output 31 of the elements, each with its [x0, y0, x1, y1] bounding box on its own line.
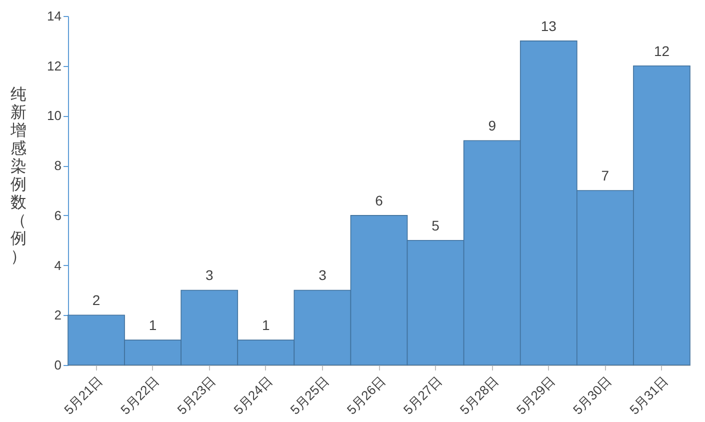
- x-tick-label: 5月21日: [61, 373, 106, 418]
- y-tick-label: 12: [47, 58, 62, 74]
- data-label: 6: [375, 192, 384, 208]
- x-tick-label: 5月29日: [513, 373, 558, 418]
- y-tick-label: 6: [54, 208, 62, 223]
- x-tick-label: 5月30日: [570, 373, 614, 418]
- data-label: 3: [318, 267, 327, 284]
- data-label: 1: [262, 317, 270, 334]
- y-tick-label: 4: [54, 258, 62, 273]
- data-label: 2: [92, 292, 100, 308]
- x-tick-label: 5月24日: [230, 373, 276, 418]
- x-tick-label: 5月31日: [626, 373, 671, 418]
- y-tick-label: 10: [47, 108, 62, 124]
- data-label: 9: [488, 118, 496, 134]
- x-tick-label: 5月27日: [400, 373, 445, 418]
- y-tick-label: 14: [47, 8, 62, 24]
- data-label: 7: [601, 168, 610, 184]
- x-tick-label: 5月28日: [456, 373, 502, 418]
- y-tick-label: 8: [54, 158, 62, 174]
- text: 纯新增感染例数（例）: [10, 86, 26, 266]
- data-label: 12: [654, 42, 670, 59]
- x-tick-label: 5月23日: [174, 373, 219, 418]
- data-label: 5: [432, 217, 440, 234]
- y-tick-label: 2: [54, 308, 62, 323]
- data-label: 3: [205, 267, 214, 284]
- x-tick-label: 5月22日: [118, 373, 162, 418]
- data-label: 13: [540, 18, 557, 34]
- data-label: 1: [148, 317, 157, 334]
- x-tick-label: 5月26日: [344, 373, 388, 418]
- y-tick-label: 0: [54, 358, 62, 372]
- x-tick-label: 5月25日: [287, 373, 332, 418]
